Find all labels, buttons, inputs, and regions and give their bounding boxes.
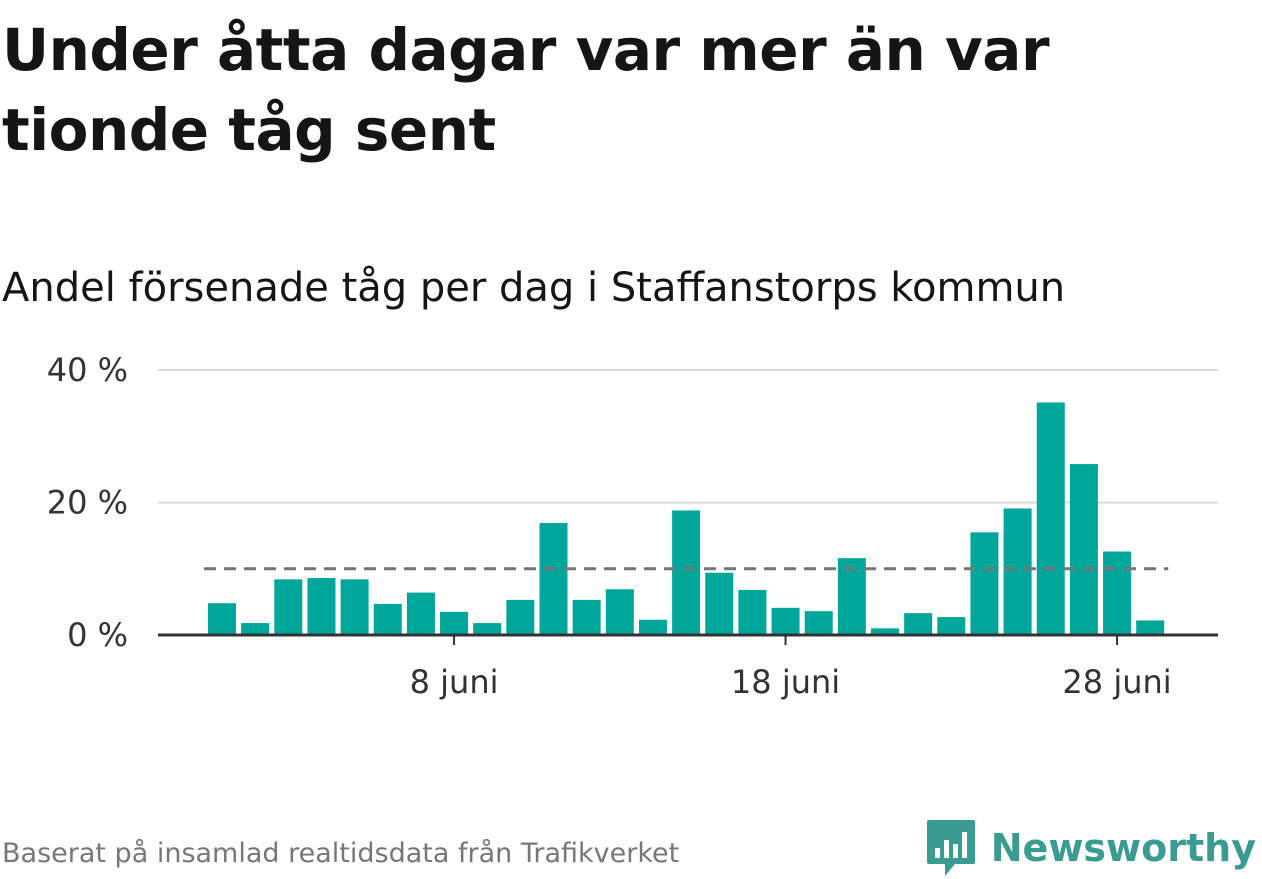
bar [539,523,568,635]
bar [837,558,866,635]
bar [274,579,303,635]
bar [1003,508,1032,635]
bar [208,603,236,635]
bar [406,592,435,635]
bar [672,510,701,635]
source-note: Baserat på insamlad realtidsdata från Tr… [2,838,680,869]
bar [638,619,667,635]
bar [937,617,966,635]
bar [771,607,800,635]
y-tick-label: 0 % [67,616,128,654]
bar [506,599,535,635]
bar-chart: 0 % 20 % 40 % 8 juni 18 juni 28 juni [47,351,1218,701]
headline: Under åtta dagar var mer än var tionde t… [2,16,1050,164]
bar [572,599,601,635]
bar [804,611,833,635]
x-tick-label: 18 juni [731,663,840,701]
newsworthy-logo-icon [926,820,975,876]
bar [738,589,767,635]
bar [904,613,933,635]
bar [307,578,336,635]
bar [605,589,634,635]
newsworthy-logo: Newsworthy [925,818,1256,878]
bar [473,623,502,635]
bar [1136,620,1165,635]
x-tick-label: 8 juni [410,663,499,701]
bar [440,611,469,635]
bar [340,579,369,635]
bar [705,572,734,635]
logo-text: Newsworthy [990,826,1256,870]
bar [1069,464,1098,635]
bar [1103,551,1132,635]
y-tick-label: 20 % [47,484,128,522]
x-tick-label: 28 juni [1062,663,1171,701]
bar [241,623,270,635]
y-tick-label: 40 % [47,351,128,389]
chart-title: Andel försenade tåg per dag i Staffansto… [2,265,1066,311]
bar [970,532,999,635]
bar [373,603,402,635]
bar [1036,402,1065,635]
bar [871,628,899,635]
